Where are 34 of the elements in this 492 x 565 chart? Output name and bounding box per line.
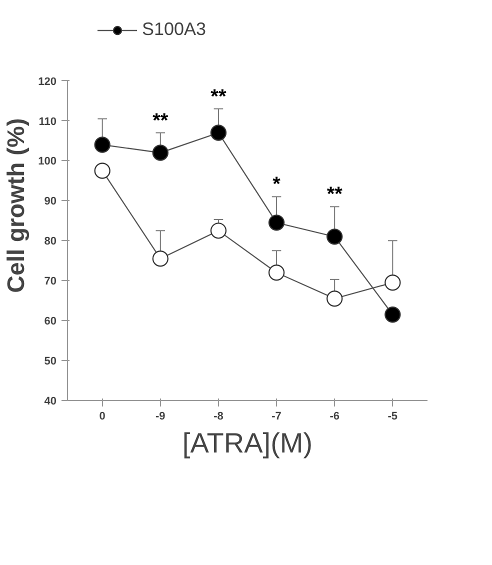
legend-label: S100A3 [142,19,206,40]
point [384,274,401,291]
y-tick-label: 50 [44,356,57,368]
annotation: ** [152,110,168,132]
annotation: ** [210,86,226,108]
point [268,214,285,231]
point [210,124,227,141]
point [326,290,343,307]
y-tick-label: 70 [44,276,57,288]
x-tick-label: -7 [272,410,282,422]
point [210,222,227,239]
point [326,228,343,245]
y-tick-label: 40 [44,396,57,408]
y-tick-label: 90 [44,196,57,208]
y-tick-label: 80 [44,236,57,248]
y-tick-label: 60 [44,316,57,328]
x-tick-label: -6 [330,410,340,422]
point [384,306,401,323]
point [94,136,110,153]
x-tick-label: 0 [99,410,106,422]
x-tick-label: -5 [388,410,398,422]
x-tick-label: -9 [156,410,166,422]
point [152,250,169,267]
x-axis-title: [ATRA](M) [182,428,313,458]
x-tick-label: -8 [214,410,224,422]
point [94,162,110,179]
y-tick-label: 120 [38,76,57,88]
point [268,264,285,281]
y-tick-label: 100 [38,156,57,168]
point [152,144,169,161]
annotation: * [272,174,281,196]
y-tick-label: 110 [38,116,57,128]
y-axis-title: Cell growth (%) [3,118,30,293]
annotation: ** [326,184,343,206]
